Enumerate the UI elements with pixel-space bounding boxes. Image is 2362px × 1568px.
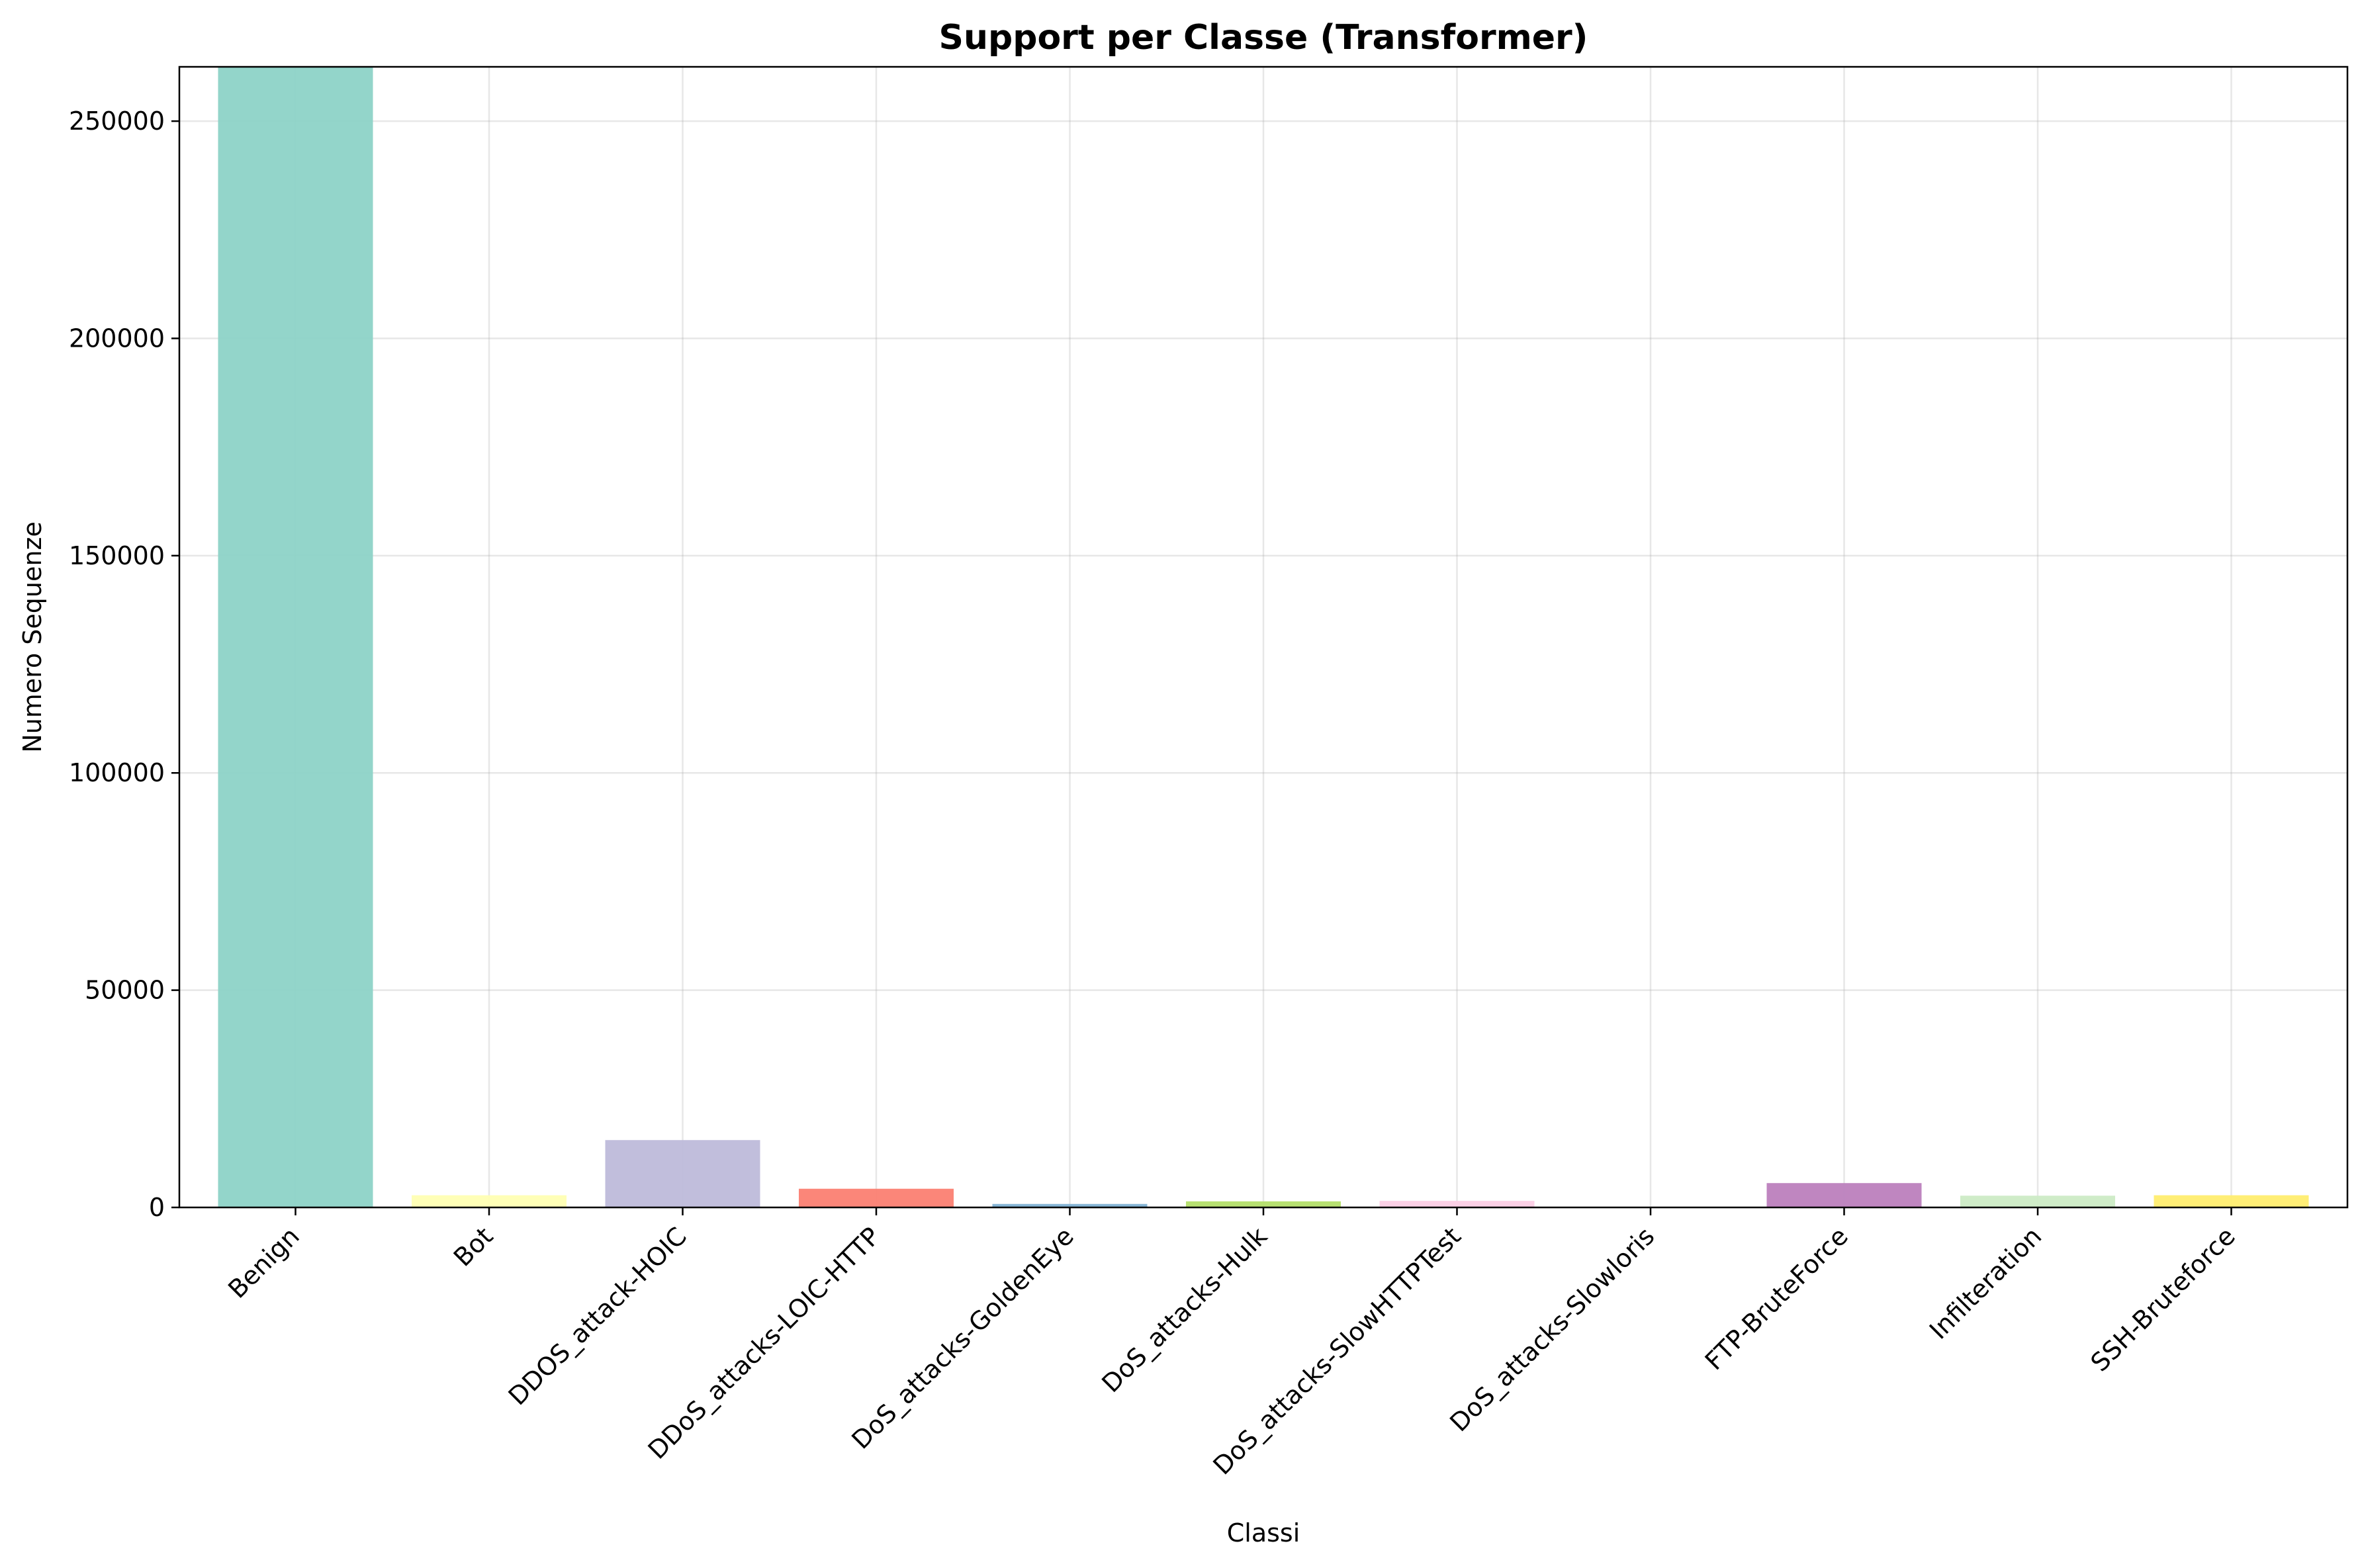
x-tick-label: SSH-Bruteforce bbox=[2085, 1221, 2240, 1377]
x-tick-label: Benign bbox=[222, 1221, 305, 1304]
bar-infilteration bbox=[1960, 1196, 2115, 1207]
y-tick-label: 200000 bbox=[69, 324, 165, 353]
y-axis: 0 50000 100000 150000 200000 250000 bbox=[69, 107, 179, 1222]
x-axis-label: Classi bbox=[1227, 1518, 1300, 1547]
bar-ddos-attacks-loic-http bbox=[799, 1188, 954, 1207]
x-tick-label: FTP-BruteForce bbox=[1700, 1221, 1854, 1375]
bar-ssh-bruteforce bbox=[2154, 1195, 2309, 1207]
y-tick-label: 50000 bbox=[85, 976, 165, 1005]
x-axis: Benign Bot DDOS_attack-HOICDDoS_attacks-LO… bbox=[222, 1207, 2241, 1481]
bar-dos-attacks-goldeneye bbox=[992, 1203, 1148, 1207]
x-tick-label: Infilteration bbox=[1924, 1221, 2048, 1345]
y-axis-label: Numero Sequenze bbox=[18, 521, 47, 753]
bar-dos-attacks-slowhttptest bbox=[1379, 1201, 1535, 1207]
bar-bot bbox=[412, 1195, 567, 1207]
grid bbox=[179, 67, 2347, 1209]
x-tick-label: DoS_attacks-GoldenEye bbox=[846, 1221, 1079, 1455]
x-tick-label: DoS_attacks-Hulk bbox=[1096, 1221, 1273, 1398]
y-tick-label: 150000 bbox=[69, 541, 165, 570]
x-tick-label: DDOS_attack-HOIC bbox=[503, 1221, 692, 1411]
bars bbox=[218, 67, 2309, 1207]
x-tick-label: DDoS_attacks-LOIC-HTTP bbox=[643, 1221, 886, 1465]
y-tick-label: 250000 bbox=[69, 107, 165, 136]
x-tick-label: Bot bbox=[448, 1221, 499, 1272]
bar-ddos-attack-hoic bbox=[605, 1140, 760, 1207]
bar-benign bbox=[218, 67, 373, 1207]
x-tick-label: DoS_attacks-Slowloris bbox=[1444, 1221, 1660, 1437]
bar-dos-attacks-hulk bbox=[1186, 1201, 1341, 1207]
y-tick-label: 100000 bbox=[69, 758, 165, 787]
chart-title: Support per Classe (Transformer) bbox=[939, 18, 1588, 58]
y-tick-label: 0 bbox=[149, 1193, 165, 1222]
bar-ftp-bruteforce bbox=[1766, 1183, 1922, 1207]
